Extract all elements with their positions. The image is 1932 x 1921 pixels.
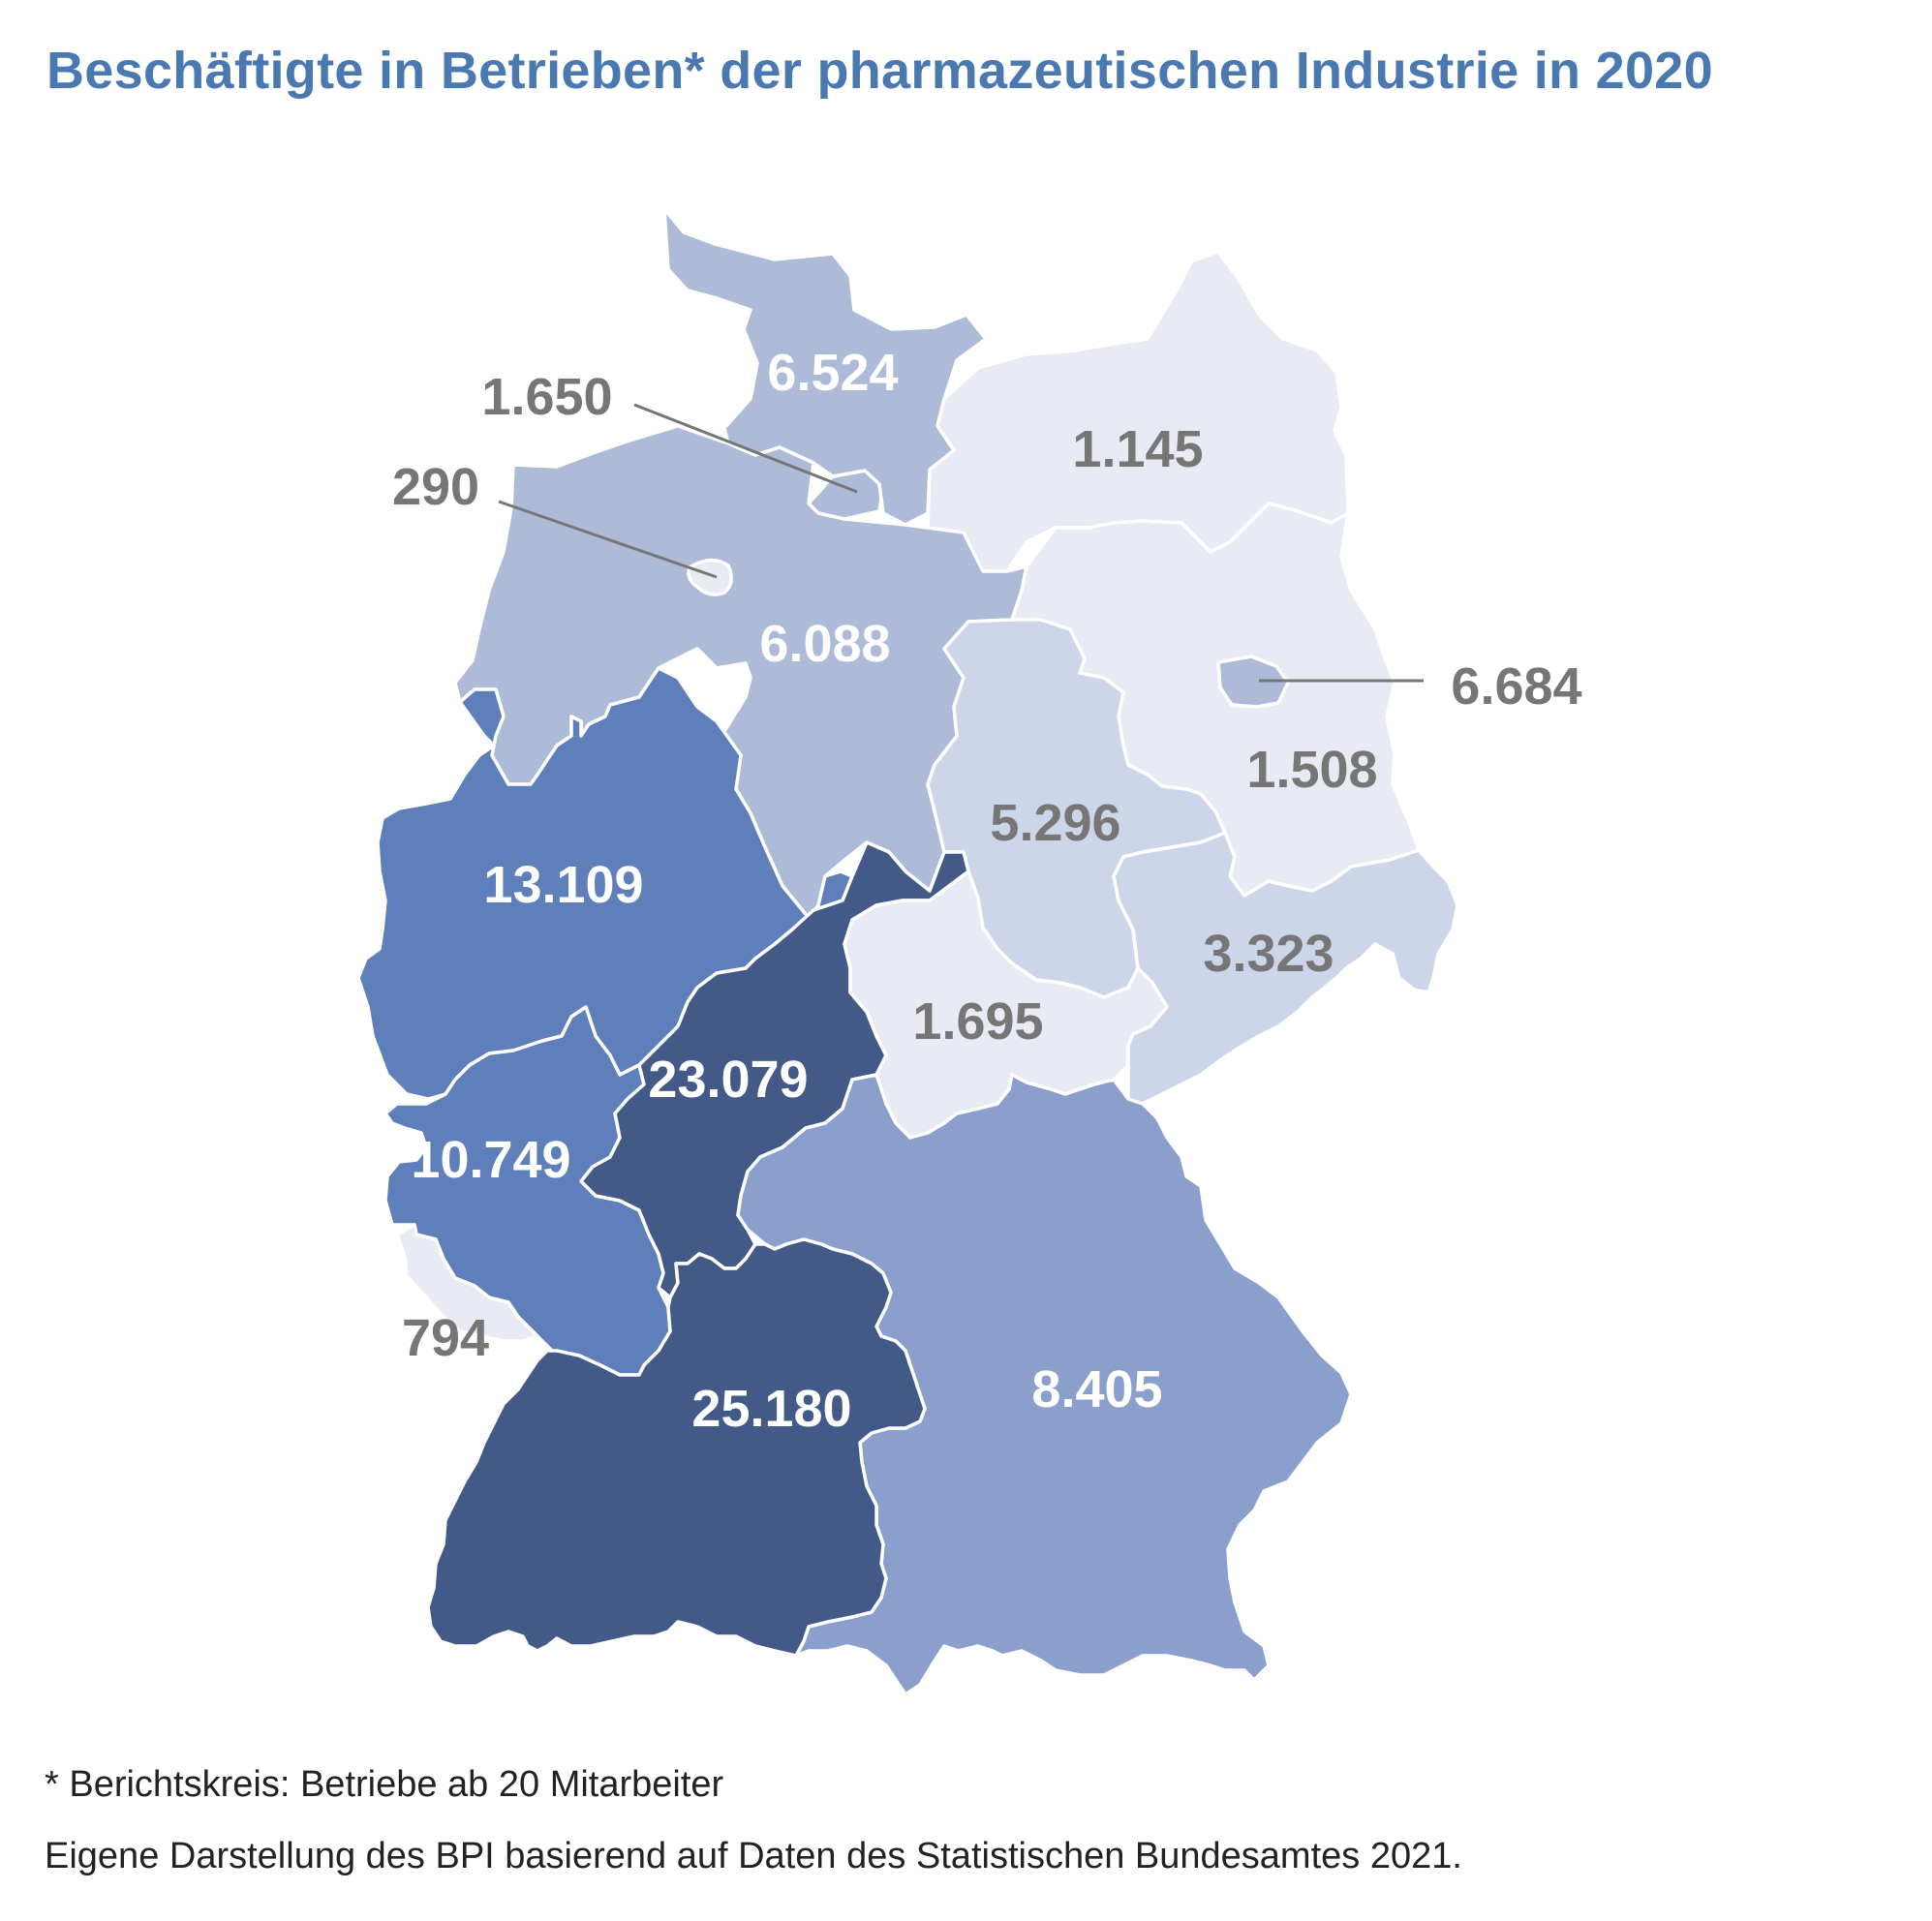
value-label-niedersachsen: 6.088 xyxy=(759,615,890,673)
map-title: Beschäftigte in Betrieben* der pharmazeu… xyxy=(46,42,1713,100)
value-label-thueringen: 1.695 xyxy=(912,992,1043,1051)
value-label-rheinland-pfalz: 10.749 xyxy=(411,1131,570,1189)
state-baden-wuerttemberg xyxy=(426,1237,927,1658)
value-label-baden-wuerttemberg: 25.180 xyxy=(691,1380,851,1438)
value-label-sachsen-anhalt: 5.296 xyxy=(990,794,1120,852)
value-label-sachsen: 3.323 xyxy=(1203,925,1334,983)
value-label-bremen: 290 xyxy=(392,458,479,516)
state-saarland xyxy=(395,1223,539,1343)
leader-line-hamburg xyxy=(633,403,858,494)
value-label-nordrhein-westfalen: 13.109 xyxy=(483,856,643,914)
value-label-berlin: 6.684 xyxy=(1451,657,1581,716)
state-bremen xyxy=(687,558,733,596)
value-label-hessen: 23.079 xyxy=(648,1051,808,1109)
value-label-brandenburg: 1.508 xyxy=(1246,741,1377,799)
value-label-mecklenburg-vorpommern: 1.145 xyxy=(1072,420,1203,478)
footnote-scope: * Berichtskreis: Betriebe ab 20 Mitarbei… xyxy=(45,1764,724,1805)
value-label-saarland: 794 xyxy=(402,1309,489,1367)
value-label-schleswig-holstein: 6.524 xyxy=(767,344,898,402)
value-label-hamburg: 1.650 xyxy=(481,368,612,426)
state-berlin xyxy=(1216,655,1290,709)
state-sachsen xyxy=(1112,831,1459,1106)
footnote-source: Eigene Darstellung des BPI basierend auf… xyxy=(45,1836,1462,1876)
value-label-bayern: 8.405 xyxy=(1031,1360,1162,1418)
leader-line-bremen xyxy=(498,500,718,579)
